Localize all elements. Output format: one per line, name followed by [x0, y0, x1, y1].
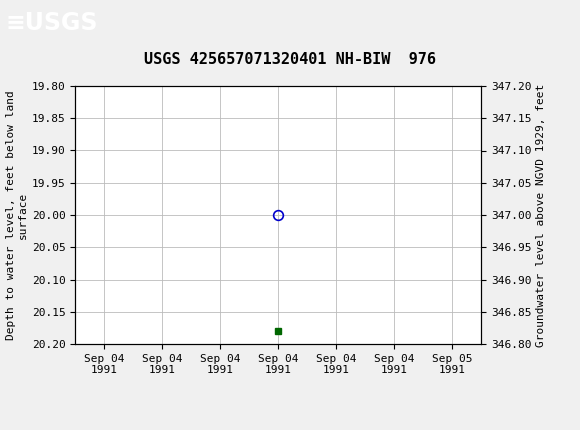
Legend: Period of approved data: Period of approved data	[188, 427, 368, 430]
Text: ≡USGS: ≡USGS	[6, 11, 98, 34]
Y-axis label: Groundwater level above NGVD 1929, feet: Groundwater level above NGVD 1929, feet	[536, 83, 546, 347]
Text: USGS 425657071320401 NH-BIW  976: USGS 425657071320401 NH-BIW 976	[144, 52, 436, 67]
Y-axis label: Depth to water level, feet below land
surface: Depth to water level, feet below land su…	[6, 90, 28, 340]
